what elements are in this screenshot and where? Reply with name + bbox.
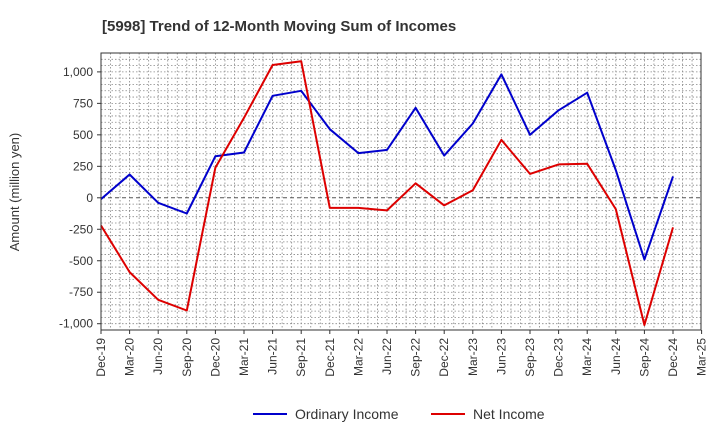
legend-label-net-income: Net Income [473,406,545,422]
grid [101,53,701,330]
y-tick-label: -1,000 [59,317,93,331]
x-tick-label: Mar-22 [351,338,365,376]
series-line-net-income [100,60,674,326]
y-tick-label: 0 [86,191,93,205]
plot-frame [100,52,702,331]
x-tick-label: Dec-19 [94,338,108,377]
x-tick-label: Mar-24 [580,338,594,376]
x-tick-label: Jun-24 [609,338,623,375]
legend: Ordinary Income Net Income [253,406,545,422]
x-tick-label: Mar-25 [695,338,709,376]
x-tick-label: Sep-20 [180,338,194,377]
y-axis: 1,000 750 500 250 0 -250 -500 -750 -1,000 [59,65,101,331]
series-group [100,60,674,326]
x-tick-label: Jun-21 [266,338,280,375]
x-tick-label: Jun-23 [494,338,508,375]
series-line-ordinary-income [100,73,674,261]
y-tick-label: 1,000 [63,65,93,79]
x-axis: Dec-19 Mar-20 Jun-20 Sep-20 Dec-20 Mar-21 Jun-… [94,330,709,377]
y-tick-label: 250 [73,159,93,173]
y-tick-label: -500 [69,254,93,268]
x-tick-label: Dec-23 [552,338,566,377]
x-tick-label: Mar-21 [237,338,251,376]
y-tick-label: 750 [73,96,93,110]
x-tick-label: Mar-23 [466,338,480,376]
x-tick-label: Jun-20 [151,338,165,375]
y-tick-label: -750 [69,285,93,299]
x-tick-label: Sep-22 [409,338,423,377]
x-tick-label: Dec-20 [208,338,222,377]
legend-label-ordinary-income: Ordinary Income [295,406,399,422]
y-tick-label: -250 [69,222,93,236]
chart-title: [5998] Trend of 12-Month Moving Sum of I… [102,18,456,35]
x-tick-label: Sep-24 [637,338,651,377]
y-tick-label: 500 [73,128,93,142]
x-tick-label: Dec-22 [437,338,451,377]
y-axis-label: Amount (million yen) [7,133,22,252]
plot-area [101,53,701,330]
x-tick-label: Jun-22 [380,338,394,375]
x-tick-label: Mar-20 [123,338,137,376]
x-tick-label: Sep-23 [523,338,537,377]
x-tick-label: Dec-24 [666,338,680,377]
x-tick-label: Dec-21 [323,338,337,377]
x-tick-label: Sep-21 [294,338,308,377]
